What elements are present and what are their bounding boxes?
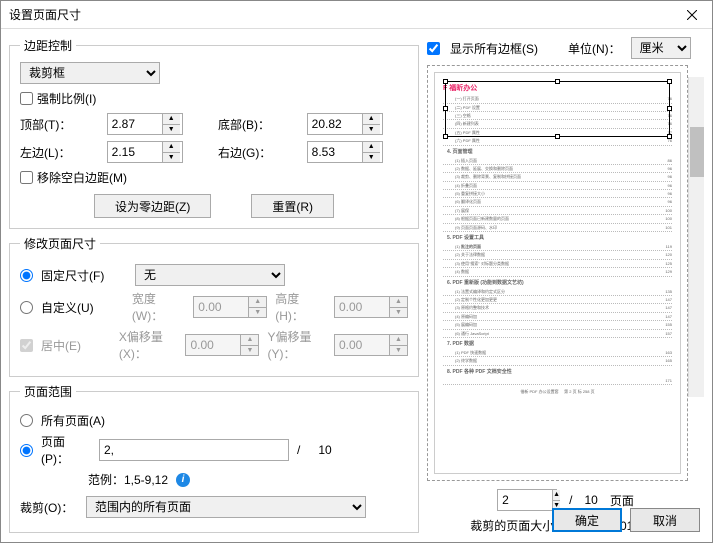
top-spinner[interactable]: ▲▼	[107, 113, 183, 135]
custom-size-label: 自定义(U)	[41, 299, 124, 316]
show-boxes-checkbox[interactable]	[427, 42, 440, 55]
right-spinner[interactable]: ▲▼	[307, 141, 383, 163]
close-icon	[687, 10, 697, 20]
width-input	[194, 297, 248, 317]
right-down[interactable]: ▼	[363, 153, 380, 163]
titlebar: 设置页面尺寸	[1, 1, 712, 29]
pages-radio[interactable]	[20, 444, 33, 457]
right-up[interactable]: ▲	[363, 142, 380, 153]
custom-size-radio[interactable]	[20, 301, 33, 314]
fixed-size-label: 固定尺寸(F)	[41, 267, 127, 284]
preview-page-input[interactable]	[498, 490, 552, 510]
bottom-down[interactable]: ▼	[363, 125, 380, 135]
all-pages-label: 所有页面(A)	[41, 412, 105, 429]
page-size-group: 修改页面尺寸 固定尺寸(F) 无 自定义(U) 宽度(W)： ▲▼ 高度(H)：…	[9, 235, 419, 377]
page-range-legend: 页面范围	[20, 383, 76, 400]
info-icon[interactable]: i	[176, 473, 190, 487]
height-spinner: ▲▼	[334, 296, 408, 318]
page-size-legend: 修改页面尺寸	[20, 235, 100, 252]
yoffset-label: Y偏移量(Y)：	[267, 328, 326, 362]
page-size-dialog: 设置页面尺寸 边距控制 裁剪框 强制比例(I) 顶部(T)： ▲▼ 底部(B)：	[0, 0, 713, 543]
reset-button[interactable]: 重置(R)	[251, 194, 334, 218]
top-up[interactable]: ▲	[163, 114, 180, 125]
remove-blank-checkbox[interactable]	[20, 171, 33, 184]
xoffset-spinner: ▲▼	[185, 334, 259, 356]
show-boxes-label: 显示所有边框(S)	[450, 40, 538, 57]
margin-control-group: 边距控制 裁剪框 强制比例(I) 顶部(T)： ▲▼ 底部(B)： ▲▼ 左边(…	[9, 37, 419, 229]
margin-control-legend: 边距控制	[20, 37, 76, 54]
center-checkbox	[20, 339, 33, 352]
pages-input[interactable]	[99, 439, 289, 461]
width-label: 宽度(W)：	[132, 290, 185, 324]
force-ratio-label: 强制比例(I)	[37, 90, 96, 107]
right-input[interactable]	[308, 142, 362, 162]
preview-page-spinner[interactable]: ▲▼	[497, 489, 557, 511]
ok-button[interactable]: 确定	[552, 508, 622, 532]
box-type-select[interactable]: 裁剪框	[20, 62, 160, 84]
left-label: 左边(L)：	[20, 144, 97, 161]
left-input[interactable]	[108, 142, 162, 162]
preview-area[interactable]: F 福昕办公 (一) 打开页面76 (二) PDF 设置76 (三) 空格76 …	[427, 65, 688, 481]
xoffset-input	[186, 335, 240, 355]
nav-page-label: 页面	[610, 492, 634, 509]
yoffset-spinner: ▲▼	[334, 334, 408, 356]
preview-scrollbar[interactable]	[688, 77, 704, 397]
crop-select[interactable]: 范围内的所有页面	[86, 496, 366, 518]
all-pages-radio[interactable]	[20, 414, 33, 427]
fixed-size-radio[interactable]	[20, 269, 33, 282]
unit-label: 单位(N)：	[568, 40, 621, 57]
bottom-input[interactable]	[308, 114, 362, 134]
close-button[interactable]	[672, 1, 712, 29]
height-label: 高度(H)：	[275, 290, 326, 324]
bottom-spinner[interactable]: ▲▼	[307, 113, 383, 135]
range-hint: 范例：1,5-9,12	[88, 471, 168, 488]
bottom-up[interactable]: ▲	[363, 114, 380, 125]
width-spinner: ▲▼	[193, 296, 267, 318]
pages-slash: /	[297, 443, 300, 457]
pages-label: 页面(P)：	[41, 433, 91, 467]
page-range-group: 页面范围 所有页面(A) 页面(P)： / 10 范例：1,5-9,12 i	[9, 383, 419, 533]
top-down[interactable]: ▼	[163, 125, 180, 135]
dialog-title: 设置页面尺寸	[9, 6, 81, 23]
crop-label: 裁剪(O)：	[20, 499, 78, 516]
nav-total: 10	[584, 493, 597, 507]
scroll-thumb[interactable]	[690, 127, 704, 177]
yoffset-input	[335, 335, 389, 355]
cancel-button[interactable]: 取消	[630, 508, 700, 532]
unit-select[interactable]: 厘米	[631, 37, 691, 59]
force-ratio-checkbox[interactable]	[20, 92, 33, 105]
center-label: 居中(E)	[41, 337, 111, 354]
remove-blank-label: 移除空白边距(M)	[37, 169, 127, 186]
height-input	[335, 297, 389, 317]
preview-page: F 福昕办公 (一) 打开页面76 (二) PDF 设置76 (三) 空格76 …	[434, 72, 681, 474]
left-spinner[interactable]: ▲▼	[107, 141, 183, 163]
left-up[interactable]: ▲	[163, 142, 180, 153]
top-input[interactable]	[108, 114, 162, 134]
left-down[interactable]: ▼	[163, 153, 180, 163]
page-up[interactable]: ▲	[553, 490, 560, 501]
xoffset-label: X偏移量(X)：	[119, 328, 178, 362]
fixed-size-select[interactable]: 无	[135, 264, 285, 286]
bottom-label: 底部(B)：	[218, 116, 297, 133]
crop-selection-box[interactable]	[445, 81, 670, 137]
pages-total: 10	[318, 443, 331, 457]
zero-margin-button[interactable]: 设为零边距(Z)	[94, 194, 211, 218]
right-label: 右边(G)：	[218, 144, 297, 161]
top-label: 顶部(T)：	[20, 116, 97, 133]
nav-slash: /	[569, 493, 572, 507]
